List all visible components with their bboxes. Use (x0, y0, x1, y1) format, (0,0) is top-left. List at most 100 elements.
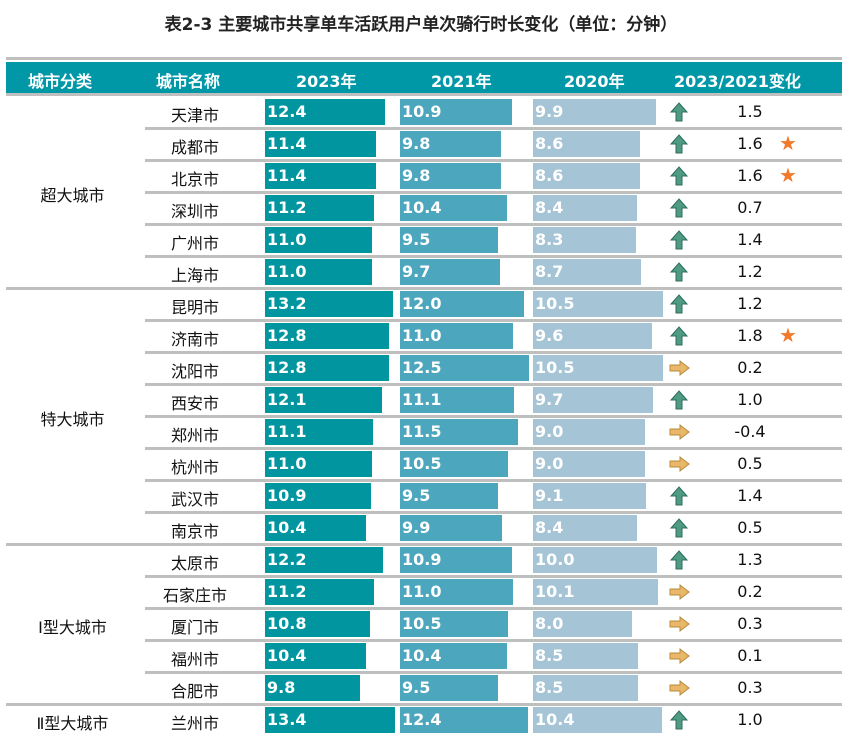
table-row: 杭州市 11.0 10.5 9.0 0.5 (0, 448, 842, 482)
bar-2021: 10.5 (400, 611, 509, 637)
change-value: 0.2 (737, 582, 763, 601)
bar-2021: 9.8 (400, 131, 501, 157)
table-row: 沈阳市 12.8 12.5 10.5 0.2 (0, 352, 842, 386)
table-row: 武汉市 10.9 9.5 9.1 1.4 (0, 480, 842, 514)
arrow-up-icon (668, 326, 690, 346)
header-2020: 2020年 (564, 72, 625, 91)
arrow-up-icon (668, 294, 690, 314)
bar-2023: 13.2 (265, 291, 394, 317)
city-name: 武汉市 (170, 490, 219, 509)
change-value: 1.4 (737, 230, 763, 249)
table-row: 合肥市 9.8 9.5 8.5 0.3 (0, 672, 842, 704)
table-row: 昆明市 13.2 12.0 10.5 1.2 (0, 288, 842, 322)
change-value: 1.2 (737, 262, 763, 281)
city-name: 西安市 (170, 394, 219, 413)
bar-2023: 12.2 (265, 547, 384, 573)
row-divider (145, 351, 842, 354)
bar-2023: 10.9 (265, 483, 371, 509)
row-divider (145, 255, 842, 258)
row-divider (145, 223, 842, 226)
bar-2023: 13.4 (265, 707, 395, 733)
header-2021: 2021年 (431, 72, 492, 91)
bar-2020: 10.0 (533, 547, 657, 573)
change-value: 0.3 (737, 614, 763, 633)
row-divider (145, 639, 842, 642)
city-name: 广州市 (170, 234, 219, 253)
bar-2021: 10.5 (400, 451, 509, 477)
change-value: 1.6 (737, 166, 763, 185)
arrow-up-icon (668, 198, 690, 218)
table-row: 深圳市 11.2 10.4 8.4 0.7 (0, 192, 842, 226)
arrow-up-icon (668, 390, 690, 410)
city-name: 兰州市 (170, 714, 219, 733)
city-name: 沈阳市 (170, 362, 219, 381)
star-icon: ★ (779, 323, 797, 347)
bar-2023: 11.0 (265, 259, 372, 285)
category-label: Ⅰ型大城市 (38, 618, 107, 637)
table-row: 广州市 11.0 9.5 8.3 1.4 (0, 224, 842, 258)
category-label: 超大城市 (40, 186, 105, 205)
arrow-up-icon (668, 102, 690, 122)
bar-2023: 11.2 (265, 579, 374, 605)
divider (6, 57, 842, 60)
bar-2021: 12.4 (400, 707, 528, 733)
table-row: 济南市 12.8 11.0 9.6 1.8 ★ (0, 320, 842, 354)
row-divider (145, 575, 842, 578)
city-name: 济南市 (170, 330, 219, 349)
bar-2020: 8.6 (533, 131, 640, 157)
table-row: 北京市 11.4 9.8 8.6 1.6 ★ (0, 160, 842, 194)
change-value: 1.3 (737, 550, 763, 569)
bar-2020: 10.5 (533, 291, 664, 317)
group-divider (6, 703, 842, 706)
change-value: -0.4 (734, 422, 766, 441)
arrow-up-icon (668, 166, 690, 186)
table-row: 石家庄市 11.2 11.0 10.1 0.2 (0, 576, 842, 610)
divider (6, 93, 842, 96)
arrow-up-icon (668, 134, 690, 154)
bar-2023: 10.4 (265, 643, 366, 669)
row-divider (145, 479, 842, 482)
city-name: 深圳市 (170, 202, 219, 221)
header-change: 2023/2021变化 (674, 72, 801, 91)
bar-2021: 10.9 (400, 547, 513, 573)
city-name: 北京市 (170, 170, 219, 189)
row-divider (145, 159, 842, 162)
city-name: 南京市 (170, 522, 219, 541)
bar-2021: 9.5 (400, 483, 498, 509)
bar-2021: 10.4 (400, 195, 508, 221)
bar-2020: 8.5 (533, 675, 639, 701)
bar-2020: 8.3 (533, 227, 636, 253)
row-divider (145, 607, 842, 610)
row-divider (145, 447, 842, 450)
table-row: 天津市 12.4 10.9 9.9 1.5 (0, 96, 842, 130)
change-value: 0.2 (737, 358, 763, 377)
bar-2020: 8.6 (533, 163, 640, 189)
group-divider (6, 543, 842, 546)
bar-2023: 11.0 (265, 451, 372, 477)
arrow-right-icon (668, 582, 690, 602)
arrow-up-icon (668, 230, 690, 250)
header-2023: 2023年 (296, 72, 357, 91)
table-row: 西安市 12.1 11.1 9.7 1.0 (0, 384, 842, 418)
bar-2023: 12.1 (265, 387, 383, 413)
arrow-up-icon (668, 550, 690, 570)
city-name: 合肥市 (170, 682, 219, 701)
bar-2023: 9.8 (265, 675, 361, 701)
arrow-right-icon (668, 358, 690, 378)
bar-2023: 11.2 (265, 195, 374, 221)
bar-2021: 9.5 (400, 227, 498, 253)
row-divider (145, 511, 842, 514)
change-value: 1.6 (737, 134, 763, 153)
bar-2021: 12.0 (400, 291, 524, 317)
change-value: 0.5 (737, 518, 763, 537)
city-name: 厦门市 (170, 618, 219, 637)
change-value: 1.2 (737, 294, 763, 313)
category-label: Ⅱ型大城市 (36, 714, 109, 733)
bar-2020: 8.5 (533, 643, 639, 669)
change-value: 0.7 (737, 198, 763, 217)
city-name: 福州市 (170, 650, 219, 669)
bar-2023: 10.4 (265, 515, 366, 541)
bar-2021: 9.5 (400, 675, 498, 701)
bar-2021: 9.8 (400, 163, 501, 189)
